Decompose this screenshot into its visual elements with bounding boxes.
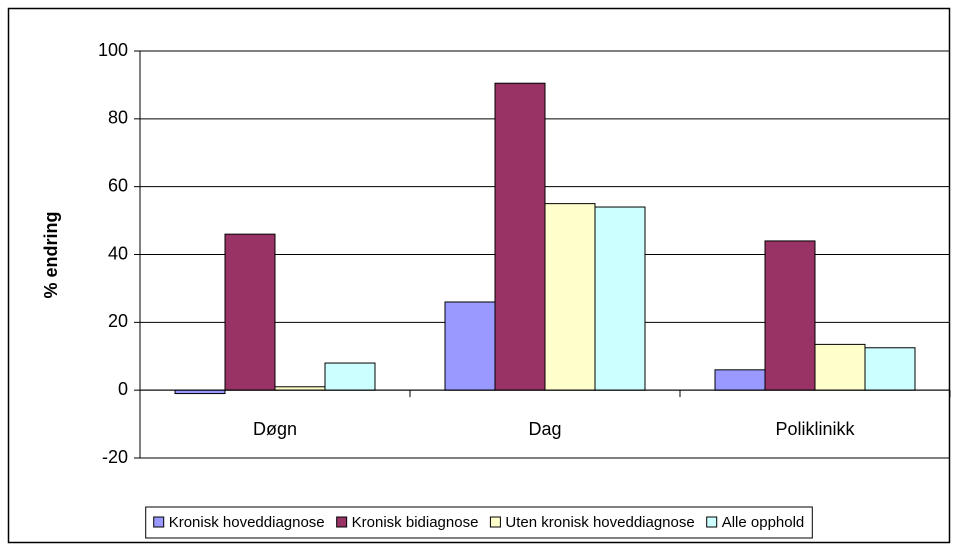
x-tick-label: Poliklinikk bbox=[775, 419, 855, 439]
bar bbox=[714, 369, 766, 391]
legend-swatch bbox=[706, 516, 718, 528]
y-tick-label: 80 bbox=[108, 108, 128, 128]
legend-swatch bbox=[489, 516, 501, 528]
legend-swatch bbox=[336, 516, 348, 528]
bar bbox=[814, 343, 866, 391]
bar bbox=[174, 389, 226, 395]
bar bbox=[224, 233, 276, 391]
legend-label: Kronisk hoveddiagnose bbox=[169, 514, 325, 531]
y-axis-label: % endring bbox=[41, 211, 61, 298]
y-tick-label: 60 bbox=[108, 175, 128, 195]
bar bbox=[274, 386, 326, 391]
legend: Kronisk hoveddiagnose Kronisk bidiagnose U… bbox=[145, 506, 813, 539]
legend-label: Uten kronisk hoveddiagnose bbox=[505, 514, 694, 531]
y-tick-label: 20 bbox=[108, 311, 128, 331]
bar bbox=[764, 240, 816, 391]
bar bbox=[594, 206, 646, 391]
bar bbox=[324, 362, 376, 391]
legend-label: Alle opphold bbox=[722, 514, 805, 531]
y-tick-label: -20 bbox=[102, 447, 128, 467]
bar bbox=[494, 82, 546, 391]
legend-box bbox=[145, 506, 813, 539]
legend-label: Kronisk bidiagnose bbox=[352, 514, 479, 531]
y-tick-label: 40 bbox=[108, 243, 128, 263]
legend-swatch bbox=[153, 516, 165, 528]
y-tick-label: 100 bbox=[98, 40, 128, 60]
y-tick-label: 0 bbox=[118, 379, 128, 399]
bar bbox=[864, 347, 916, 391]
x-tick-label: Døgn bbox=[253, 419, 297, 439]
x-tick-label: Dag bbox=[528, 419, 561, 439]
bar bbox=[544, 203, 596, 391]
bar bbox=[444, 301, 496, 391]
